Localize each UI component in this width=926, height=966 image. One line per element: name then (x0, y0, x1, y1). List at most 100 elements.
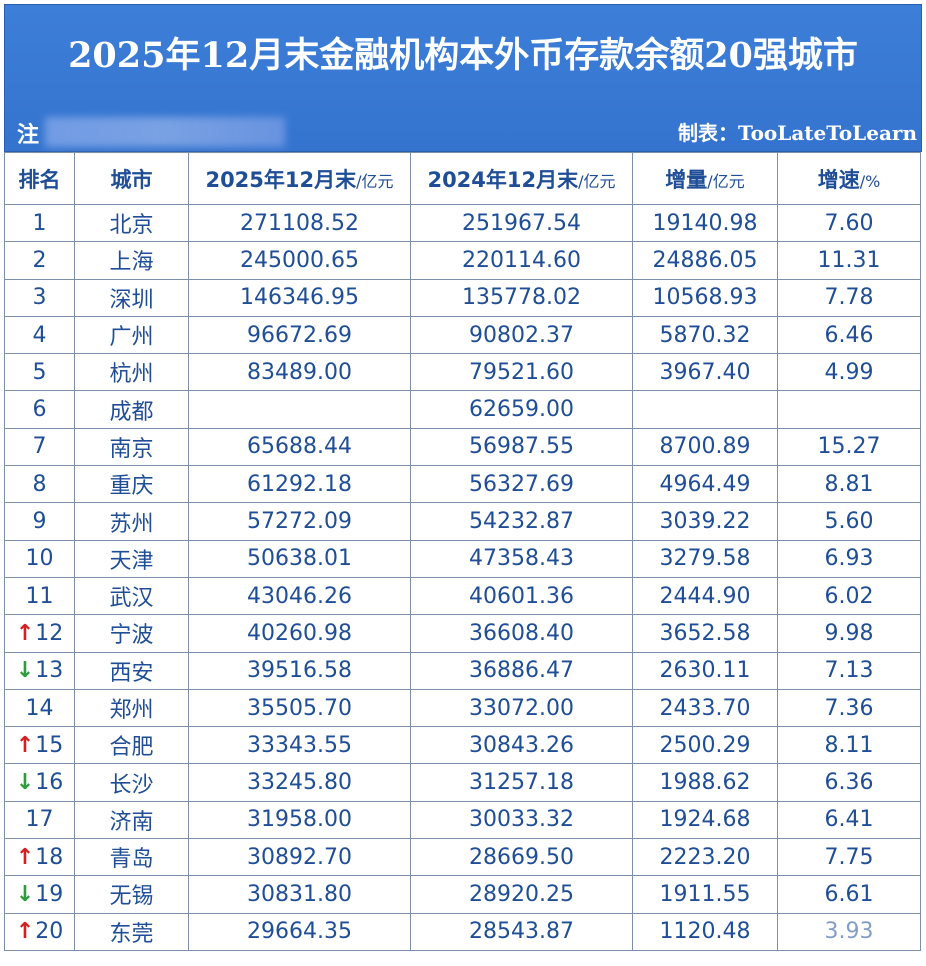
increase-cell: 8700.89 (632, 427, 778, 467)
increase-cell: 24886.05 (632, 241, 778, 280)
increase-cell: 2433.70 (632, 688, 778, 728)
growth-rate-cell: 3.93 (777, 912, 921, 951)
growth-rate-cell: 7.75 (777, 838, 921, 877)
deposit-2024-cell: 56327.69 (410, 465, 633, 504)
rank-cell: 6 (4, 390, 75, 429)
increase-cell: 3279.58 (632, 539, 778, 578)
table-row: 11 武汉 43046.26 40601.36 2444.90 6.02 (4, 576, 921, 616)
growth-rate-cell: 11.31 (777, 241, 921, 280)
table-row: 17 济南 31958.00 30033.32 1924.68 6.41 (4, 800, 921, 840)
deposit-2025-cell: 245000.65 (188, 241, 411, 280)
increase-cell: 2630.11 (632, 651, 778, 690)
city-cell: 东莞 (74, 912, 189, 951)
col-header-2025: 2025年12月末/亿元 (188, 152, 411, 205)
growth-rate-cell (777, 390, 921, 429)
rank-cell: 4 (4, 315, 75, 355)
deposit-2024-cell: 79521.60 (410, 353, 633, 392)
deposit-2025-cell: 35505.70 (188, 688, 411, 728)
city-cell: 济南 (74, 800, 189, 840)
note-label: 注 (17, 122, 40, 148)
rank-value: 12 (35, 620, 64, 646)
table-row: 9 苏州 57272.09 54232.87 3039.22 5.60 (4, 502, 921, 541)
growth-rate-cell: 7.78 (777, 278, 921, 317)
rank-cell: 10 (4, 539, 75, 578)
rank-down-arrow-icon: ↓ (15, 770, 35, 796)
rank-value: 3 (32, 285, 47, 311)
deposit-2025-cell: 57272.09 (188, 502, 411, 541)
rank-cell: 3 (4, 278, 75, 317)
increase-cell: 1911.55 (632, 875, 778, 914)
table-row: 4 广州 96672.69 90802.37 5870.32 6.46 (4, 315, 921, 355)
rank-value: 16 (35, 770, 64, 796)
rank-value: 6 (32, 397, 47, 423)
city-cell: 合肥 (74, 726, 189, 765)
city-cell: 青岛 (74, 838, 189, 877)
rank-cell: 11 (4, 576, 75, 616)
city-cell: 无锡 (74, 875, 189, 914)
table-row: ↑12 宁波 40260.98 36608.40 3652.58 9.98 (4, 614, 921, 653)
deposit-2025-cell: 96672.69 (188, 315, 411, 355)
deposit-2024-cell: 36886.47 (410, 651, 633, 690)
deposit-2024-cell: 47358.43 (410, 539, 633, 578)
rank-cell: ↓16 (4, 763, 75, 802)
deposit-2025-cell: 33343.55 (188, 726, 411, 765)
deposit-2025-cell: 50638.01 (188, 539, 411, 578)
deposit-2025-cell: 39516.58 (188, 651, 411, 690)
col-header-city: 城市 (74, 152, 189, 205)
rank-cell: 5 (4, 353, 75, 392)
deposit-2024-cell: 28920.25 (410, 875, 633, 914)
city-cell: 广州 (74, 315, 189, 355)
increase-cell: 5870.32 (632, 315, 778, 355)
page-title: 2025年12月末金融机构本外币存款余额20强城市 (68, 35, 858, 76)
table-row: 10 天津 50638.01 47358.43 3279.58 6.93 (4, 539, 921, 578)
city-cell: 苏州 (74, 502, 189, 541)
table-row: 3 深圳 146346.95 135778.02 10568.93 7.78 (4, 278, 921, 317)
rank-cell: 2 (4, 241, 75, 280)
growth-rate-cell: 4.99 (777, 353, 921, 392)
deposit-2025-cell: 30831.80 (188, 875, 411, 914)
table-row: ↑18 青岛 30892.70 28669.50 2223.20 7.75 (4, 838, 921, 877)
table-row: 5 杭州 83489.00 79521.60 3967.40 4.99 (4, 353, 921, 392)
increase-cell: 19140.98 (632, 203, 778, 243)
deposit-2025-cell: 40260.98 (188, 614, 411, 653)
table-row: ↓19 无锡 30831.80 28920.25 1911.55 6.61 (4, 875, 921, 914)
growth-rate-cell: 5.60 (777, 502, 921, 541)
deposit-ranking-table: 排名 城市 2025年12月末/亿元 2024年12月末/亿元 增量/亿元 增速… (4, 152, 921, 951)
city-cell: 杭州 (74, 353, 189, 392)
increase-cell (632, 390, 778, 429)
credit-text: 制表：TooLateToLearn (677, 121, 917, 145)
deposit-2025-cell (188, 390, 411, 429)
table-row: 6 成都 62659.00 (4, 390, 921, 429)
rank-cell: ↑20 (4, 912, 75, 951)
rank-value: 5 (32, 359, 47, 385)
increase-cell: 3967.40 (632, 353, 778, 392)
city-cell: 宁波 (74, 614, 189, 653)
deposit-2025-cell: 61292.18 (188, 465, 411, 504)
deposit-2024-cell: 33072.00 (410, 688, 633, 728)
rank-cell: ↑18 (4, 838, 75, 877)
rank-cell: 9 (4, 502, 75, 541)
redacted-note (45, 117, 285, 147)
table-header-banner: 2025年12月末金融机构本外币存款余额20强城市 注 制表：TooLateTo… (4, 4, 922, 152)
table-row: ↓16 长沙 33245.80 31257.18 1988.62 6.36 (4, 763, 921, 802)
col-header-growth-rate: 增速/% (777, 152, 921, 205)
deposit-2024-cell: 31257.18 (410, 763, 633, 802)
growth-rate-cell: 7.60 (777, 203, 921, 243)
deposit-2024-cell: 28543.87 (410, 912, 633, 951)
col-header-increase: 增量/亿元 (632, 152, 778, 205)
rank-value: 7 (32, 434, 47, 460)
deposit-2024-cell: 251967.54 (410, 203, 633, 243)
rank-up-arrow-icon: ↑ (15, 620, 35, 646)
city-cell: 重庆 (74, 465, 189, 504)
rank-value: 10 (25, 546, 54, 572)
deposit-2025-cell: 271108.52 (188, 203, 411, 243)
rank-down-arrow-icon: ↓ (15, 881, 35, 907)
deposit-2025-cell: 83489.00 (188, 353, 411, 392)
deposit-2025-cell: 30892.70 (188, 838, 411, 877)
deposit-2024-cell: 28669.50 (410, 838, 633, 877)
rank-value: 11 (25, 583, 54, 609)
increase-cell: 1120.48 (632, 912, 778, 951)
increase-cell: 10568.93 (632, 278, 778, 317)
col-header-2024: 2024年12月末/亿元 (410, 152, 633, 205)
city-cell: 北京 (74, 203, 189, 243)
